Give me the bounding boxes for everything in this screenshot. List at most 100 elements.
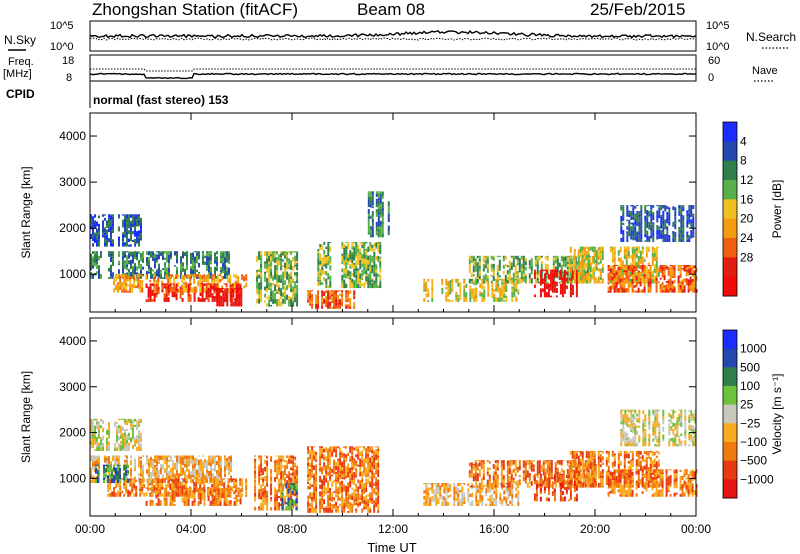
data-cell — [520, 279, 523, 284]
data-cell — [96, 261, 98, 265]
data-cell — [628, 212, 631, 215]
data-cell — [110, 226, 112, 231]
data-cell — [222, 257, 224, 263]
data-cell — [204, 458, 206, 463]
data-cell — [651, 278, 654, 284]
data-cell — [363, 242, 366, 244]
data-cell — [119, 492, 122, 497]
data-cell — [377, 256, 380, 260]
data-cell — [520, 271, 523, 273]
data-cell — [309, 454, 312, 460]
data-cell — [235, 484, 238, 488]
data-cell — [635, 281, 638, 287]
data-cell — [200, 474, 202, 478]
data-cell — [341, 474, 344, 478]
data-cell — [361, 473, 364, 477]
data-cell — [184, 481, 186, 483]
data-cell — [92, 243, 94, 247]
data-cell — [213, 500, 216, 506]
data-cell — [625, 251, 628, 255]
data-cell — [361, 283, 364, 286]
data-cell — [359, 280, 362, 283]
data-cell — [233, 485, 236, 489]
data-cell — [141, 280, 144, 284]
data-cell — [288, 258, 291, 261]
data-cell — [343, 464, 346, 467]
data-cell — [387, 206, 390, 210]
data-cell — [546, 256, 549, 261]
data-cell — [625, 265, 628, 268]
data-cell — [543, 273, 546, 276]
data-cell — [118, 260, 120, 264]
data-cell — [381, 207, 384, 212]
data-cell — [278, 507, 281, 511]
data-cell — [92, 256, 94, 260]
data-cell — [499, 278, 502, 281]
data-cell — [371, 277, 374, 280]
data-cell — [186, 459, 188, 465]
data-cell — [294, 266, 297, 268]
data-cell — [636, 205, 639, 207]
data-cell — [497, 286, 500, 290]
data-cell — [329, 446, 332, 448]
data-cell — [329, 246, 332, 252]
data-cell — [427, 278, 430, 282]
data-cell — [158, 455, 160, 460]
data-cell — [280, 479, 283, 482]
data-cell — [266, 455, 269, 457]
data-cell — [281, 501, 284, 505]
data-cell — [125, 465, 128, 470]
data-cell — [623, 255, 626, 260]
data-cell — [656, 214, 659, 217]
data-cell — [577, 259, 580, 265]
data-cell — [659, 265, 662, 267]
data-cell — [218, 299, 221, 304]
data-cell — [215, 504, 218, 506]
data-cell — [637, 261, 640, 265]
data-cell — [134, 232, 136, 237]
data-cell — [100, 439, 102, 445]
data-cell — [534, 260, 537, 265]
data-cell — [148, 474, 150, 477]
data-cell — [643, 259, 646, 262]
data-cell — [203, 487, 206, 489]
data-cell — [207, 488, 210, 491]
data-cell — [632, 207, 635, 211]
data-cell — [128, 223, 130, 229]
data-cell — [690, 210, 693, 214]
data-cell — [585, 246, 588, 250]
data-cell — [272, 251, 275, 254]
data-cell — [205, 277, 208, 283]
data-cell — [369, 271, 372, 277]
data-cell — [317, 273, 320, 277]
data-cell — [106, 437, 108, 442]
data-cell — [280, 492, 283, 498]
data-cell — [171, 492, 174, 495]
data-cell — [373, 248, 376, 252]
data-cell — [650, 231, 653, 235]
data-cell — [262, 494, 265, 497]
data-cell — [96, 423, 98, 430]
data-cell — [260, 484, 263, 489]
data-cell — [203, 283, 206, 287]
data-cell — [570, 264, 573, 267]
data-cell — [329, 291, 332, 296]
data-cell — [128, 442, 130, 446]
data-cell — [351, 494, 354, 496]
data-cell — [552, 260, 555, 264]
data-cell — [115, 284, 118, 287]
data-cell — [327, 455, 330, 460]
data-cell — [347, 471, 350, 475]
data-cell — [341, 461, 344, 467]
data-cell — [321, 290, 324, 294]
data-cell — [154, 456, 156, 460]
data-cell — [256, 284, 259, 289]
data-cell — [158, 263, 160, 267]
data-cell — [136, 251, 138, 257]
data-cell — [94, 449, 96, 451]
data-cell — [181, 298, 184, 302]
data-cell — [553, 288, 556, 293]
data-cell — [497, 283, 500, 287]
data-cell — [222, 262, 224, 268]
data-cell — [343, 459, 346, 462]
